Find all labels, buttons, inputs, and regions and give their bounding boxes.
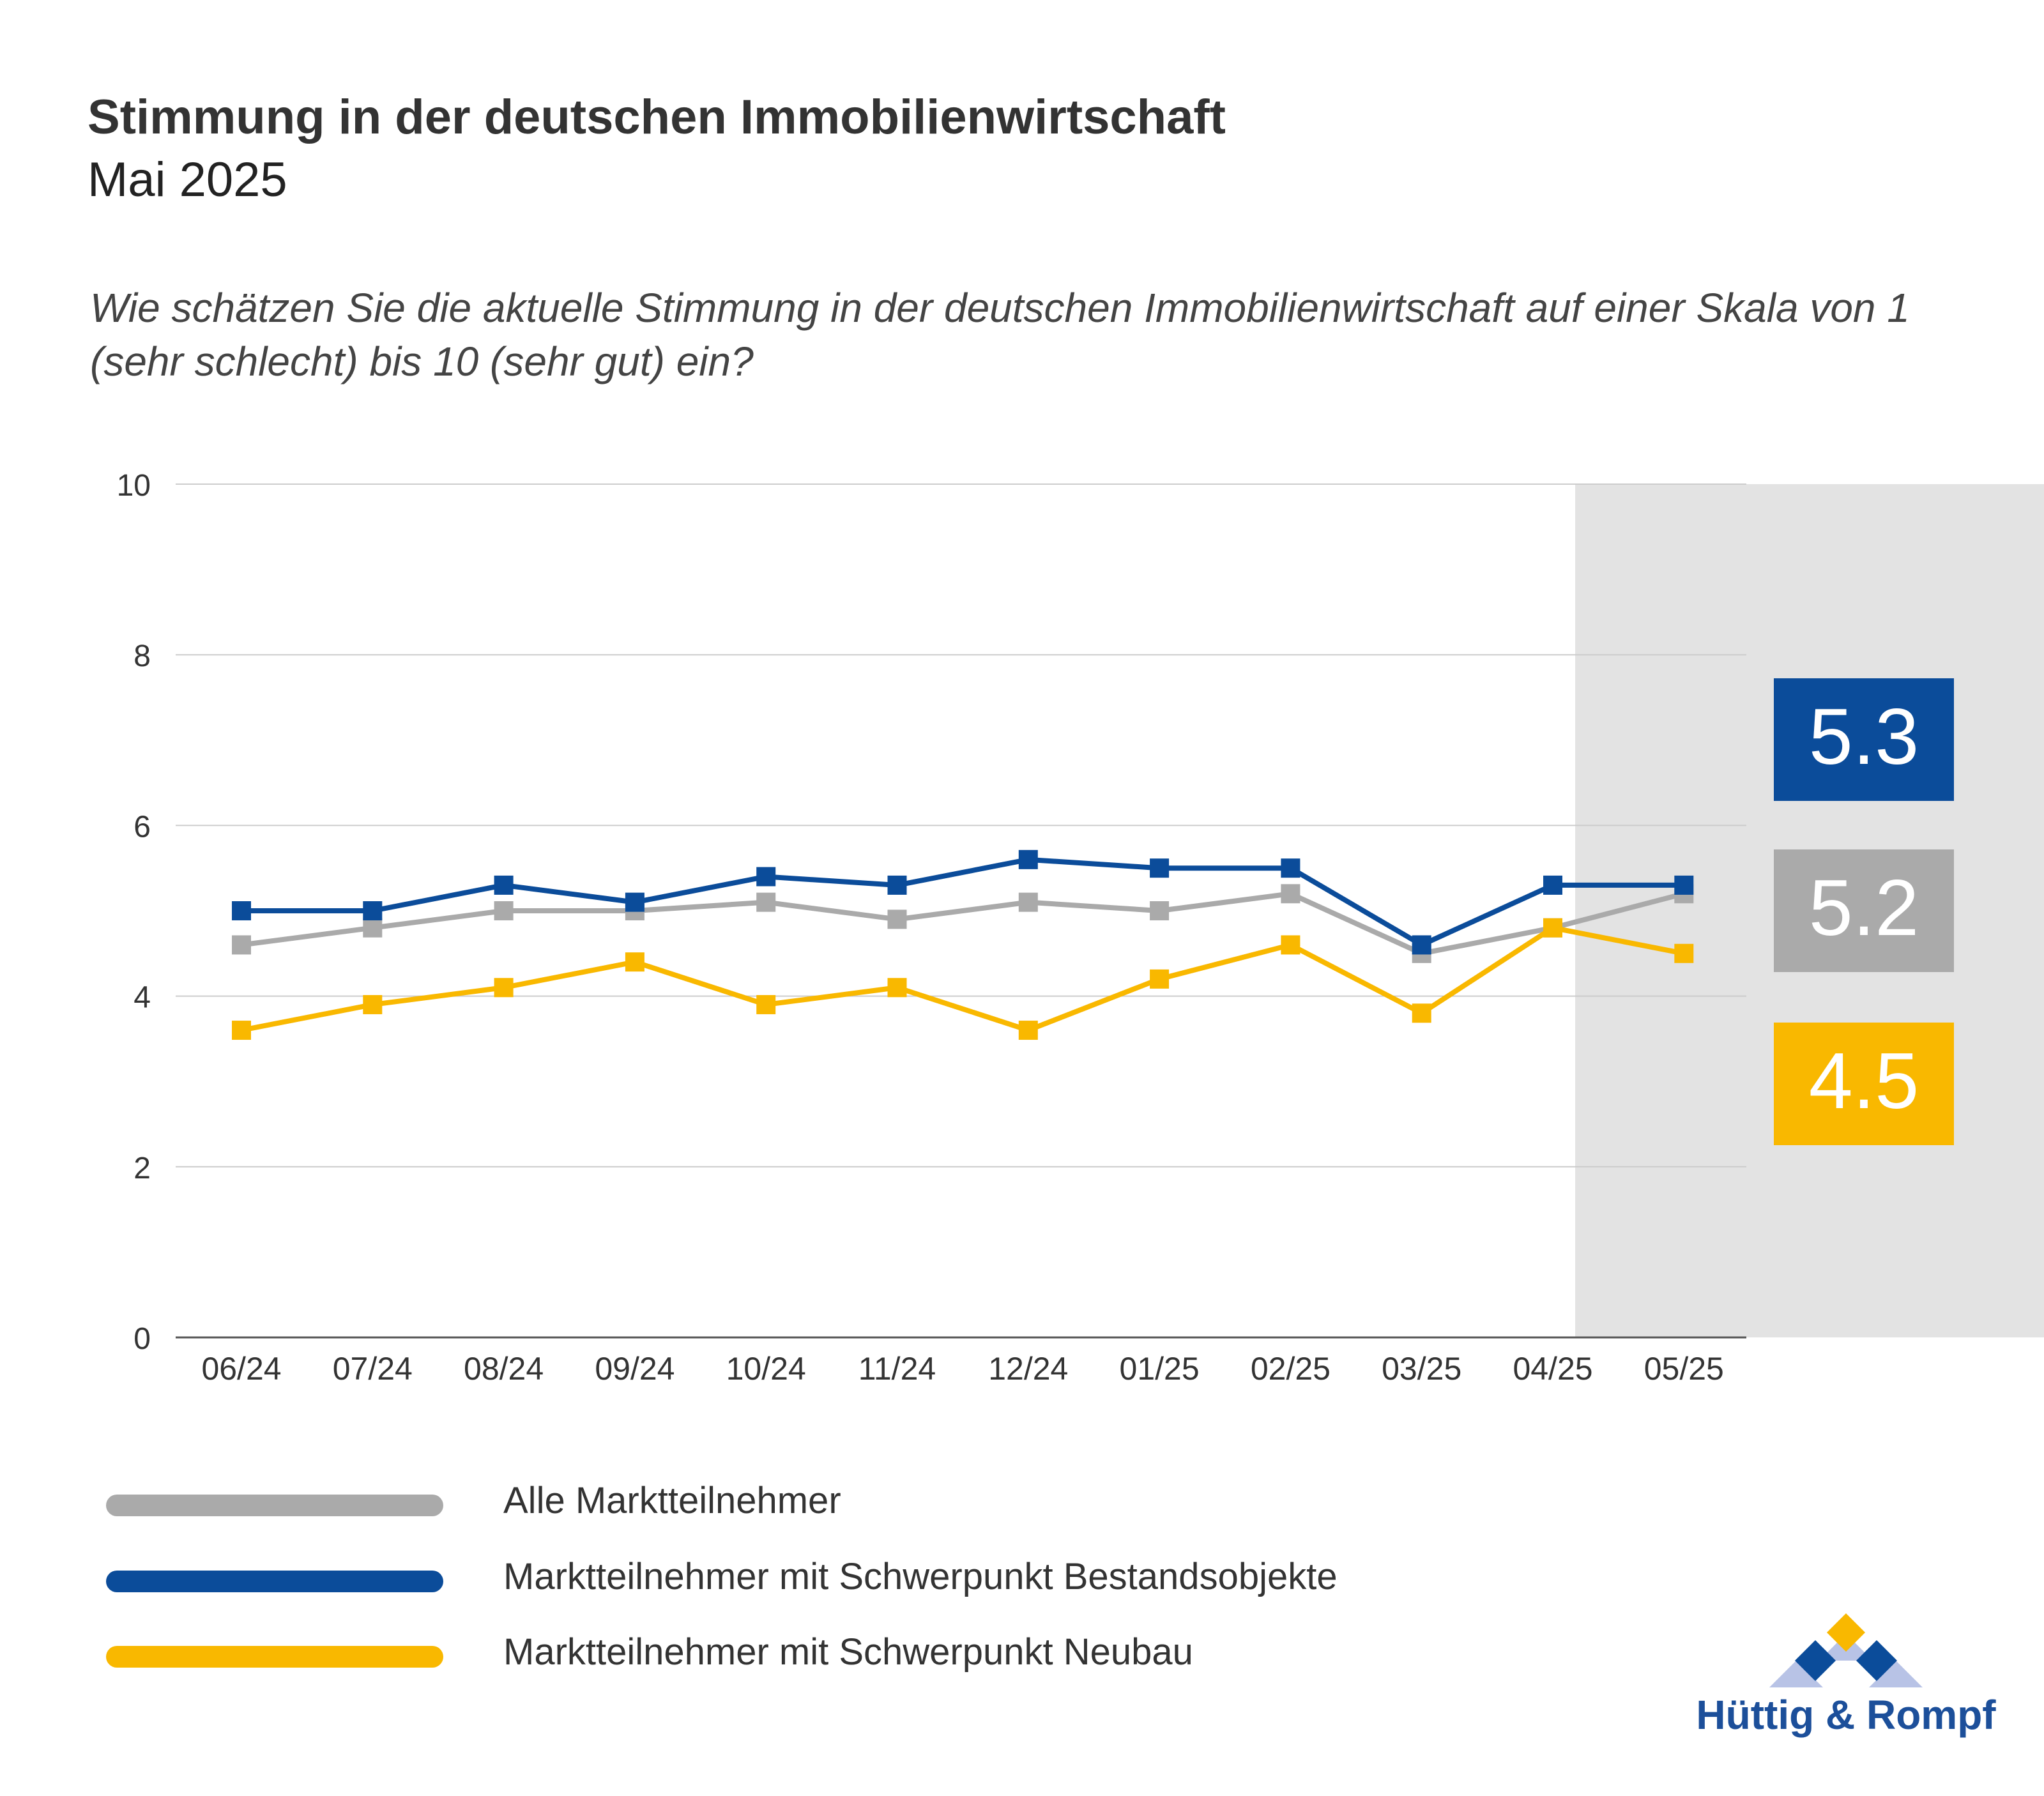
data-point [1674,875,1694,895]
data-point [756,892,776,912]
x-tick-label: 10/24 [726,1351,806,1387]
data-point [1018,849,1038,869]
data-point [1018,1021,1038,1040]
data-point [625,952,644,972]
data-point [1018,892,1038,912]
legend-swatch-blue [106,1571,443,1592]
x-tick-label: 04/25 [1513,1351,1592,1387]
chart-subtitle: Mai 2025 [88,153,287,207]
value-box [1774,678,1954,801]
y-tick-label: 0 [133,1322,151,1356]
y-tick-label: 6 [133,810,151,844]
x-tick-label: 02/25 [1251,1351,1331,1387]
x-tick-label: 07/24 [333,1351,413,1387]
logo-text: Hüttig & Rompf [1696,1692,1996,1738]
data-point [494,978,514,998]
chart-title: Stimmung in der deutschen Immobilienwirt… [88,90,1226,144]
legend-label: Marktteilnehmer mit Schwerpunkt Neubau [503,1631,1193,1673]
legend-swatch-gray [106,1495,443,1516]
data-point [756,994,776,1014]
data-point [1281,858,1300,878]
data-point [232,1021,251,1040]
data-point [494,901,514,920]
x-tick-label: 06/24 [201,1351,281,1387]
y-tick-label: 8 [133,639,151,673]
y-tick-label: 10 [117,469,151,503]
value-box [1774,849,1954,972]
data-point [363,994,383,1014]
data-point [1150,969,1170,989]
data-point [756,867,776,887]
data-point [887,978,907,998]
data-point [363,901,383,920]
series-line [241,925,1685,1033]
x-tick-label: 01/25 [1120,1351,1200,1387]
company-logo: Hüttig & Rompf [1680,1610,2012,1756]
data-point [494,875,514,895]
x-tick-label: 11/24 [858,1351,936,1387]
survey-question: Wie schätzen Sie die aktuelle Stimmung i… [90,285,1910,384]
value-box-label: 5.3 [1809,693,1919,781]
x-tick-label: 08/24 [464,1351,544,1387]
data-point [625,892,644,912]
value-box-label: 5.2 [1809,864,1919,952]
data-point [1543,918,1562,938]
data-point [887,909,907,929]
series-line [241,856,1684,948]
logo-mark-icon [1769,1613,1923,1687]
data-point [1543,875,1562,895]
x-tick-label: 05/25 [1644,1351,1724,1387]
y-tick-label: 4 [133,981,151,1015]
data-point [1150,858,1170,878]
x-tick-label: 09/24 [595,1351,675,1387]
data-point [232,901,251,920]
x-tick-label: 03/25 [1382,1351,1461,1387]
data-point [1150,901,1170,920]
data-point [1412,935,1431,955]
data-point [1281,884,1300,904]
x-tick-label: 12/24 [988,1351,1068,1387]
value-box-label: 4.5 [1809,1037,1919,1125]
data-point [1412,1003,1431,1023]
series-line [241,891,1685,956]
data-point [887,875,907,895]
data-point [363,918,383,938]
data-point [1674,943,1694,963]
legend-label: Alle Marktteilnehmer [503,1480,841,1521]
legend-swatch-yellow [106,1646,443,1668]
value-box [1774,1023,1954,1145]
legend-label: Marktteilnehmer mit Schwerpunkt Bestands… [503,1556,1338,1597]
data-point [232,935,251,955]
data-point [1281,935,1300,955]
y-tick-label: 2 [133,1152,151,1185]
